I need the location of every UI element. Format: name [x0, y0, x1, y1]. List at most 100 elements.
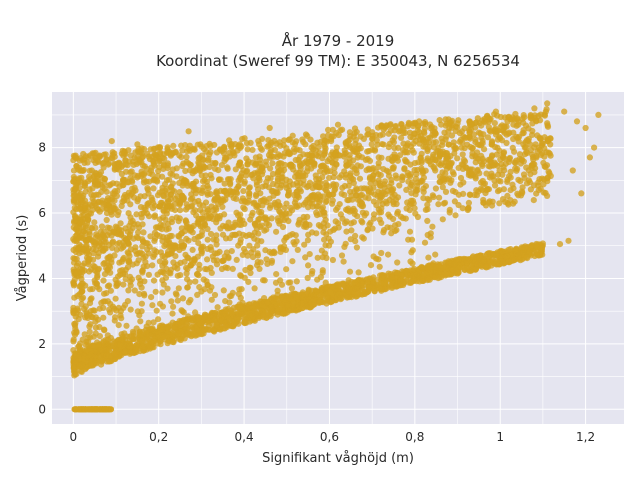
scatter-point	[241, 245, 248, 253]
scatter-point	[138, 145, 145, 152]
scatter-point	[520, 127, 527, 134]
scatter-point	[510, 121, 517, 128]
scatter-point	[247, 269, 254, 277]
scatter-point	[305, 182, 312, 189]
scatter-point	[189, 180, 196, 188]
scatter-point	[375, 154, 382, 161]
scatter-point	[222, 319, 229, 326]
scatter-point	[178, 307, 185, 314]
scatter-point	[474, 261, 481, 268]
scatter-point	[500, 260, 507, 267]
scatter-point	[77, 167, 84, 174]
scatter-point	[224, 265, 231, 272]
scatter-point	[282, 181, 290, 188]
scatter-point	[104, 201, 111, 208]
scatter-point	[345, 277, 352, 284]
scatter-point	[202, 199, 210, 206]
scatter-point	[105, 161, 112, 168]
scatter-point	[406, 129, 413, 136]
scatter-point	[225, 255, 232, 262]
scatter-point	[430, 144, 437, 151]
scatter-point	[513, 157, 520, 164]
scatter-point	[518, 157, 526, 164]
scatter-point	[400, 215, 407, 222]
scatter-point	[220, 287, 227, 294]
scatter-point	[147, 233, 154, 240]
scatter-point	[320, 184, 327, 191]
scatter-point	[437, 151, 444, 158]
x-tick-label: 0,4	[235, 430, 254, 444]
scatter-point	[418, 167, 426, 174]
scatter-point	[469, 166, 476, 173]
scatter-point	[160, 234, 167, 241]
scatter-point	[364, 131, 371, 138]
scatter-point	[235, 142, 242, 149]
scatter-point	[365, 189, 373, 196]
scatter-point	[473, 253, 480, 261]
scatter-point	[94, 339, 101, 346]
scatter-point	[411, 277, 418, 284]
scatter-point	[471, 191, 478, 199]
scatter-point	[521, 244, 528, 251]
scatter-point	[301, 241, 308, 248]
scatter-point	[105, 352, 112, 359]
scatter-point	[207, 244, 214, 251]
scatter-point	[347, 236, 354, 243]
scatter-point	[235, 183, 242, 190]
scatter-point	[77, 233, 84, 241]
scatter-point	[101, 271, 109, 278]
scatter-point	[96, 357, 103, 364]
scatter-point	[260, 277, 267, 284]
scatter-point	[413, 271, 420, 278]
scatter-point	[309, 268, 316, 275]
scatter-point	[224, 190, 231, 197]
scatter-point	[347, 170, 354, 177]
scatter-point	[177, 272, 184, 279]
scatter-point	[155, 167, 162, 175]
scatter-point	[244, 161, 251, 168]
scatter-point	[145, 271, 152, 278]
scatter-point	[469, 170, 476, 178]
scatter-point	[528, 242, 536, 249]
scatter-point	[289, 303, 296, 310]
scatter-point	[507, 187, 514, 194]
scatter-point	[309, 156, 316, 163]
scatter-point	[140, 209, 147, 216]
scatter-point	[506, 155, 513, 163]
scatter-point	[533, 242, 540, 249]
scatter-point	[279, 305, 286, 312]
scatter-point	[365, 147, 372, 155]
scatter-point	[77, 178, 85, 186]
scatter-point	[340, 258, 347, 265]
scatter-point	[457, 136, 464, 144]
scatter-point	[307, 136, 314, 143]
scatter-point	[533, 118, 540, 125]
scatter-point	[431, 165, 438, 172]
scatter-point	[366, 221, 373, 228]
scatter-point	[304, 237, 311, 244]
scatter-point	[318, 284, 325, 292]
scatter-point	[463, 257, 470, 264]
scatter-point	[149, 262, 156, 269]
scatter-point	[309, 200, 316, 207]
scatter-point	[420, 143, 427, 150]
scatter-point	[76, 205, 83, 212]
scatter-point	[169, 310, 176, 317]
scatter-point	[243, 155, 250, 162]
scatter-point	[408, 190, 415, 197]
scatter-point	[140, 290, 148, 297]
scatter-point	[544, 100, 551, 107]
scatter-point	[422, 183, 429, 190]
scatter-point	[207, 171, 214, 179]
scatter-point	[117, 220, 124, 227]
scatter-point	[196, 266, 203, 273]
scatter-point	[533, 154, 540, 161]
scatter-point	[183, 153, 190, 161]
scatter-point	[110, 202, 117, 210]
scatter-point	[133, 211, 140, 218]
scatter-point	[232, 221, 239, 229]
scatter-point	[273, 271, 280, 278]
scatter-point	[211, 291, 219, 299]
scatter-point	[263, 256, 270, 263]
scatter-point	[231, 231, 238, 238]
